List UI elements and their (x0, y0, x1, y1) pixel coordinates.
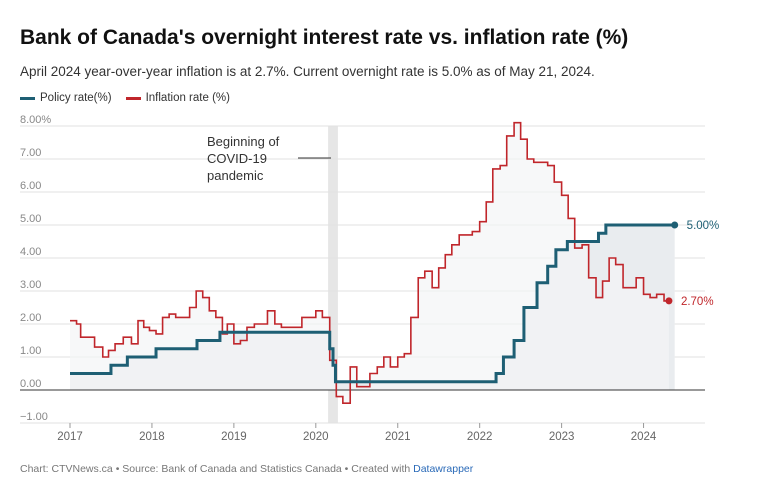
legend-label-inflation: Inflation rate (%) (145, 92, 230, 104)
x-tick-label: 2021 (385, 431, 411, 443)
y-tick-label: 5.00 (20, 213, 41, 225)
x-tick-label: 2017 (57, 431, 83, 443)
x-tick-label: 2022 (467, 431, 493, 443)
legend-swatch-policy (20, 96, 35, 100)
covid-annotation-text: COVID-19 (207, 151, 267, 166)
policy-rate-end-label: 5.00% (687, 220, 720, 232)
y-tick-label: 2.00 (20, 312, 41, 324)
y-tick-label: 7.00 (20, 147, 41, 159)
legend-swatch-inflation (125, 96, 141, 100)
x-tick-label: 2019 (221, 431, 247, 443)
chart-subtitle: April 2024 year-over-year inflation is a… (20, 64, 595, 79)
x-tick-label: 2024 (631, 431, 657, 443)
legend-item-inflation-rate: Inflation rate (%) (125, 92, 230, 104)
legend-label-policy: Policy rate(%) (40, 92, 112, 104)
footer-credit: Chart: CTVNews.ca • Source: Bank of Cana… (20, 463, 414, 475)
x-tick-label: 2020 (303, 431, 329, 443)
y-tick-label: 3.00 (20, 279, 41, 291)
inflation-rate-line (70, 121, 669, 404)
legend: Policy rate(%) Inflation rate (%) (20, 92, 230, 104)
inflation-rate-end-dot (665, 297, 673, 305)
covid-band (328, 126, 338, 423)
legend-item-policy-rate: Policy rate(%) (20, 92, 112, 104)
x-tick-label: 2018 (139, 431, 165, 443)
covid-annotation-text: pandemic (207, 168, 264, 183)
y-tick-label: 8.00% (20, 114, 51, 126)
y-tick-label: 6.00 (20, 180, 41, 192)
y-tick-label: 1.00 (20, 345, 41, 357)
covid-annotation-text: Beginning of (207, 134, 280, 149)
inflation-rate-area (70, 122, 669, 404)
policy-rate-line (70, 223, 675, 384)
y-tick-label: 4.00 (20, 246, 41, 258)
y-tick-label: 0.00 (20, 378, 41, 390)
chart-title: Bank of Canada's overnight interest rate… (20, 26, 629, 49)
datawrapper-link[interactable]: Datawrapper (413, 463, 474, 475)
y-tick-label: −1.00 (20, 411, 48, 423)
inflation-rate-end-label: 2.70% (681, 296, 714, 308)
x-tick-label: 2023 (549, 431, 575, 443)
policy-rate-end-dot (671, 221, 679, 229)
chart-footer: Chart: CTVNews.ca • Source: Bank of Cana… (20, 463, 473, 475)
